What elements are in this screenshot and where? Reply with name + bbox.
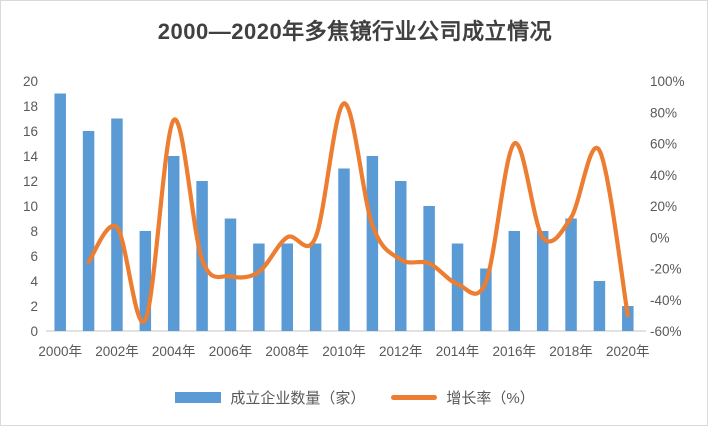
bar-2016 — [508, 231, 521, 331]
bar-2018 — [565, 218, 577, 331]
legend-label-companies: 成立企业数量（家） — [230, 390, 366, 407]
legend-item-companies: 成立企业数量（家） — [175, 387, 365, 408]
legend-item-growth: 增长率（%） — [391, 387, 535, 408]
x-axis-tick: 2000年 — [38, 344, 82, 359]
x-axis-tick: 2004年 — [152, 344, 196, 359]
left-axis-tick: 0 — [30, 324, 38, 339]
left-axis-tick: 12 — [23, 174, 38, 189]
left-axis-tick: 20 — [23, 74, 38, 89]
left-axis-tick: 8 — [30, 224, 38, 239]
right-axis-tick: 20% — [650, 199, 677, 214]
right-axis-tick: 60% — [650, 137, 677, 152]
right-axis-tick: 40% — [650, 168, 677, 183]
x-axis-tick: 2008年 — [265, 344, 309, 359]
x-axis-tick: 2002年 — [95, 344, 139, 359]
right-axis-tick: 80% — [650, 105, 677, 120]
left-axis-tick: 4 — [30, 274, 38, 289]
line-series-swatch — [391, 395, 438, 400]
right-axis-tick: -40% — [650, 293, 682, 308]
x-axis-tick: 2012年 — [379, 344, 423, 359]
bar-2009 — [309, 243, 322, 331]
chart-title: 2000—2020年多焦镜行业公司成立情况 — [157, 19, 553, 44]
bar-2000 — [54, 93, 66, 331]
growth-rate-line — [86, 101, 630, 325]
bar-2008 — [281, 243, 293, 331]
bar-2012 — [395, 181, 407, 331]
x-axis-tick: 2010年 — [322, 344, 366, 359]
bar-2011 — [366, 156, 379, 331]
bar-2007 — [253, 243, 265, 331]
right-axis-tick: 0% — [650, 230, 670, 245]
right-axis-tick: 100% — [650, 74, 685, 89]
x-axis-tick: 2018年 — [549, 344, 593, 359]
x-axis-tick: 2006年 — [209, 344, 253, 359]
left-axis-tick: 6 — [30, 249, 38, 264]
left-axis-tick: 10 — [23, 199, 38, 214]
x-axis-tick: 2014年 — [436, 344, 480, 359]
right-axis-tick: -20% — [650, 262, 682, 277]
bar-2004 — [167, 156, 180, 331]
left-axis-tick: 18 — [23, 99, 38, 114]
bar-2010 — [338, 168, 350, 331]
left-axis-tick: 2 — [30, 299, 38, 314]
legend: 成立企业数量（家） 增长率（%） — [1, 387, 708, 408]
bar-2019 — [593, 281, 606, 331]
left-axis-tick: 16 — [23, 124, 38, 139]
right-axis-tick: -60% — [650, 324, 682, 339]
bar-2020 — [622, 306, 634, 331]
bar-2017 — [536, 231, 549, 331]
bar-2003 — [139, 231, 152, 331]
legend-label-growth: 增长率（%） — [446, 390, 535, 407]
bar-2015 — [480, 268, 492, 331]
bar-series-swatch — [175, 392, 222, 403]
left-axis-tick: 14 — [23, 149, 39, 164]
bar-2001 — [82, 131, 95, 331]
bar-2014 — [451, 243, 464, 331]
bar-2013 — [423, 206, 435, 331]
x-axis-tick: 2016年 — [493, 344, 537, 359]
x-axis-tick: 2020年 — [606, 344, 650, 359]
